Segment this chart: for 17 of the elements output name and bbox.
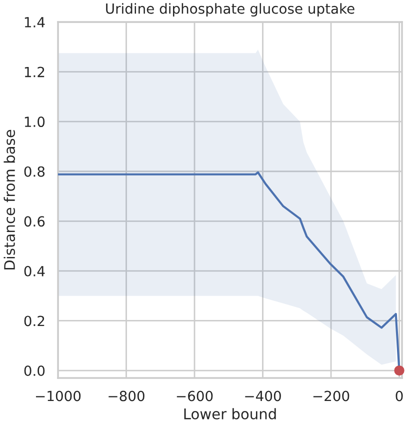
y-tick-label: 0.4 — [24, 266, 45, 276]
x-tick-label: −600 — [176, 390, 213, 402]
y-tick-label: 1.0 — [24, 116, 45, 128]
x-tick-label: −200 — [313, 390, 350, 402]
chart-title: Uridine diphosphate glucose uptake — [106, 3, 354, 17]
y-tick-label: 0.8 — [24, 166, 45, 177]
x-tick-label: −1000 — [36, 390, 81, 402]
y-tick-label: 0.0 — [24, 366, 45, 376]
x-tick-label: −400 — [245, 390, 281, 402]
y-tick-label: 0.6 — [24, 216, 45, 227]
y-tick-label: 1.4 — [24, 17, 45, 28]
x-tick-label: −800 — [108, 390, 144, 402]
y-tick-label: 0.2 — [24, 316, 44, 326]
y-tick-label: 1.2 — [24, 66, 44, 78]
x-axis-title: Lower bound — [184, 408, 276, 420]
x-tick-label: 0 — [396, 390, 403, 402]
y-axis-title: Distance from base — [4, 130, 16, 270]
